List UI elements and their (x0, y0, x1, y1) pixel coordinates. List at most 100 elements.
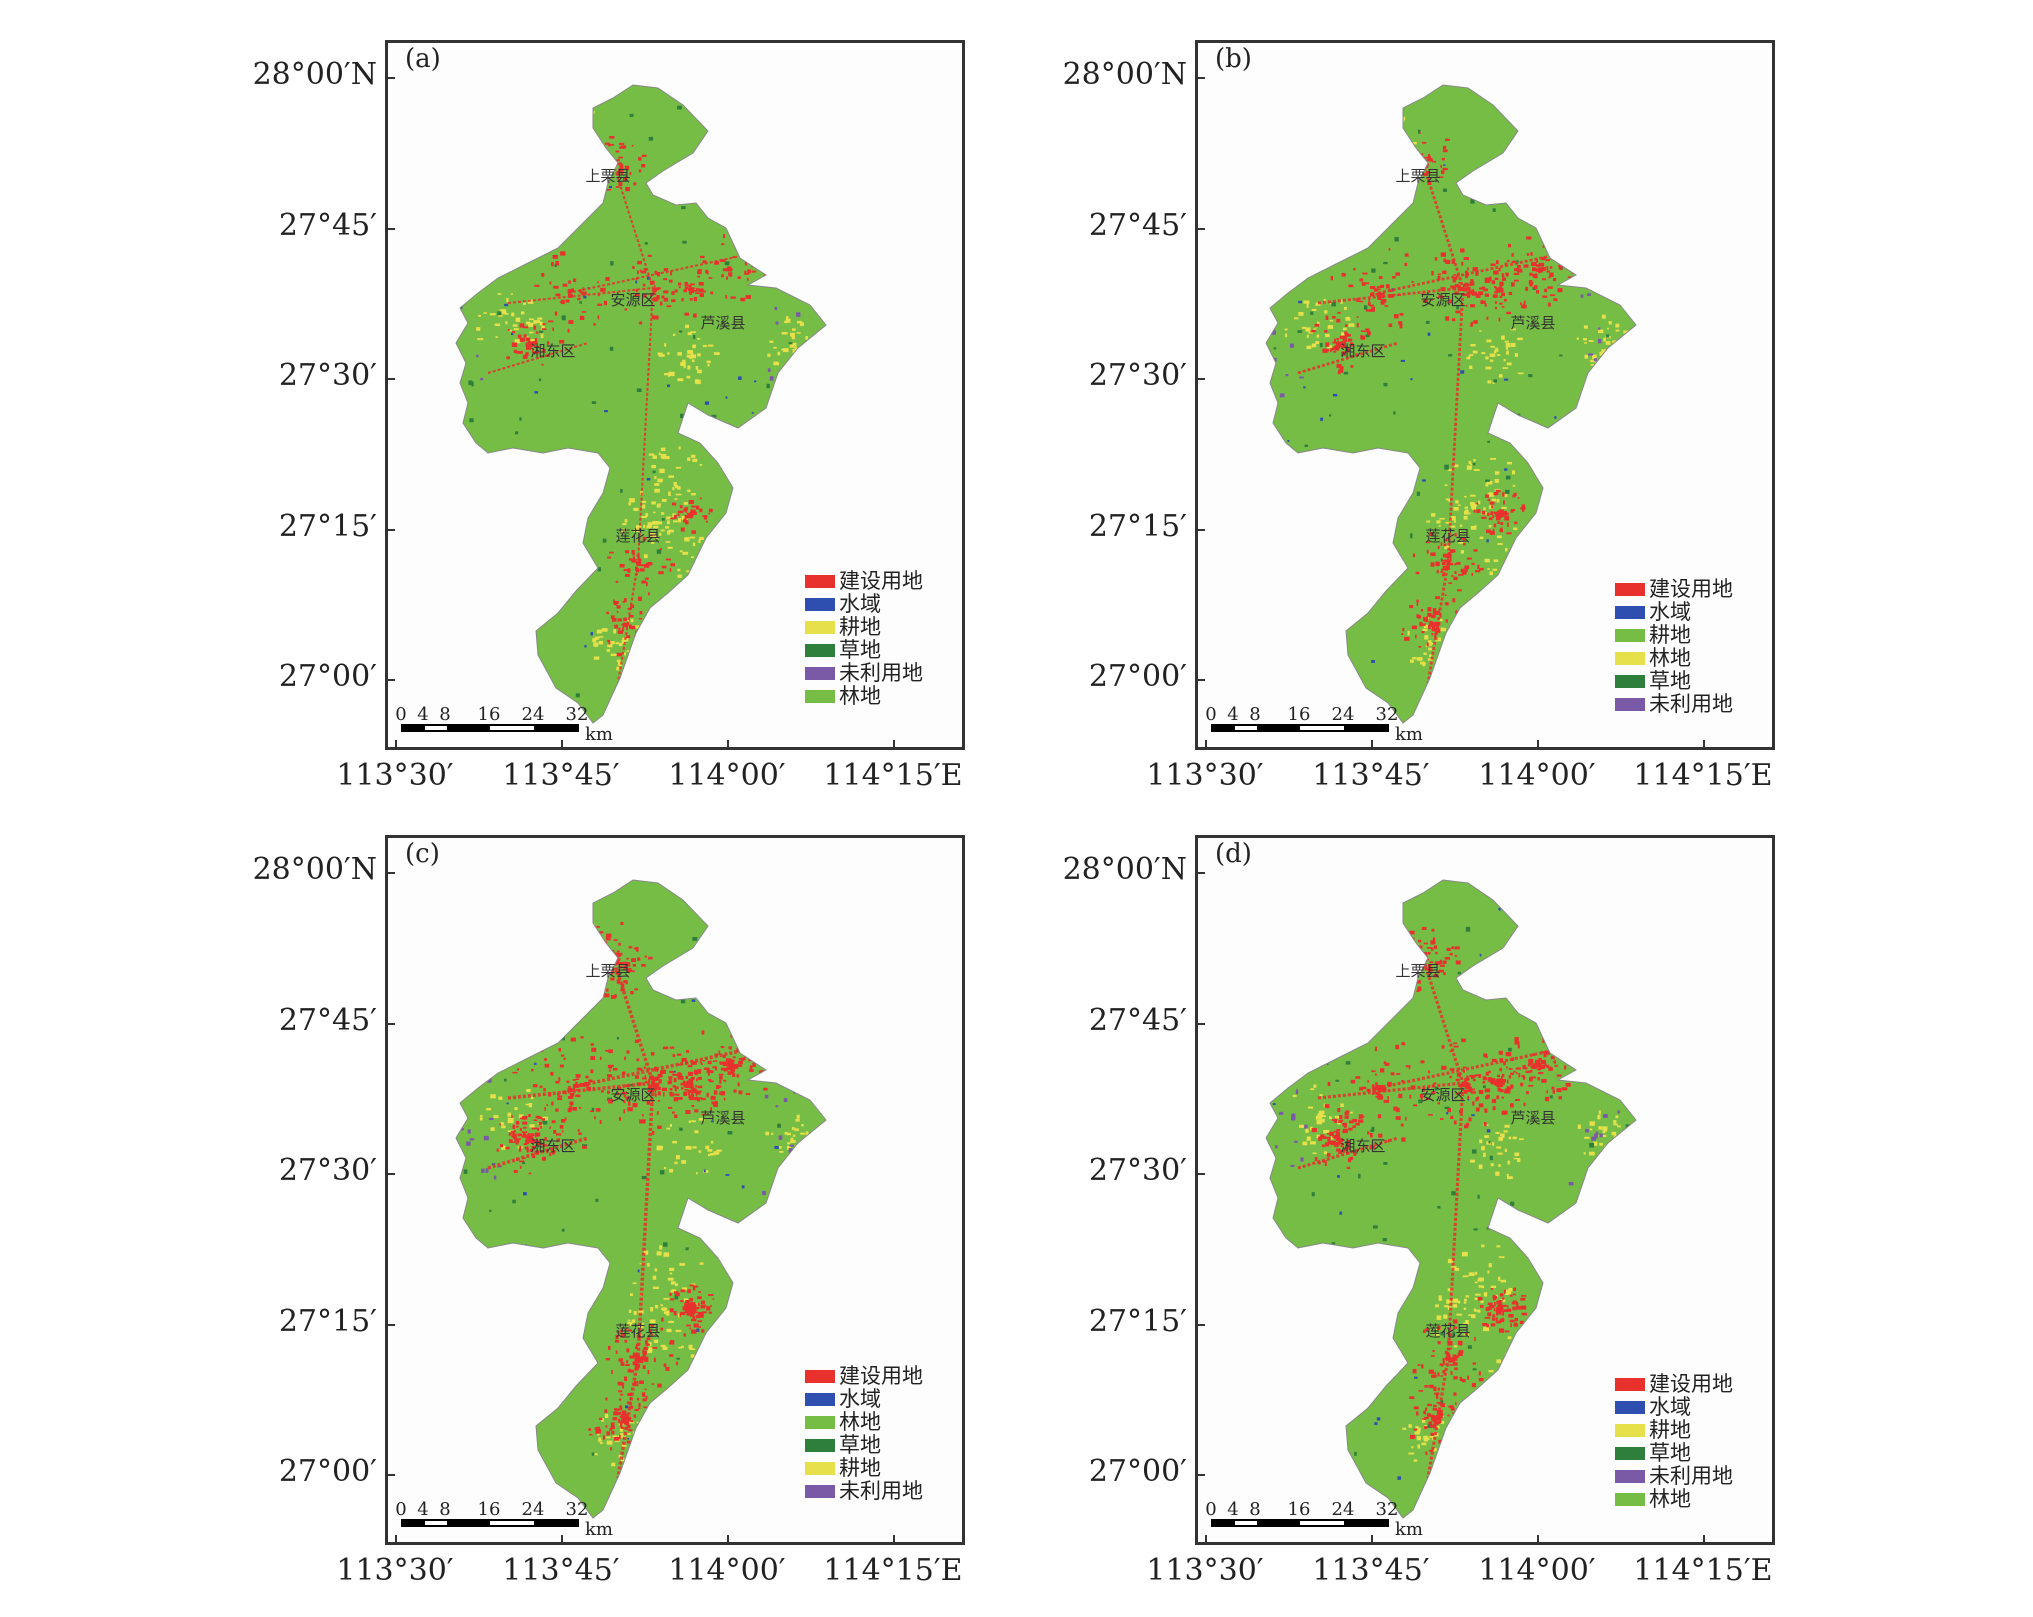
urban-patch (1590, 243, 1594, 247)
unused-patch (1271, 330, 1276, 335)
farmland-patch (1428, 643, 1432, 646)
farmland-patch (515, 317, 521, 322)
urban-patch (1365, 328, 1370, 333)
unused-patch (1290, 282, 1295, 285)
unused-patch (1605, 374, 1610, 379)
urban-patch (516, 1138, 520, 1143)
urban-patch (687, 1312, 691, 1315)
urban-patch (1437, 1387, 1440, 1391)
urban-patch (1435, 1414, 1440, 1418)
farmland-patch (686, 375, 691, 379)
urban-patch (637, 1356, 640, 1359)
urban-patch (745, 1093, 751, 1095)
farmland-patch (668, 529, 674, 533)
urban-patch (1439, 959, 1442, 965)
urban-patch (1511, 282, 1515, 287)
latitude-label: 27°45′ (1088, 1003, 1187, 1038)
urban-patch (677, 510, 684, 514)
urban-patch (575, 1074, 581, 1078)
farmland-patch (1474, 1297, 1480, 1301)
grass-patch (1510, 1201, 1515, 1206)
legend-swatch (1615, 698, 1645, 711)
urban-patch (1385, 284, 1390, 289)
grass-patch (512, 1259, 516, 1264)
farmland-patch (1623, 330, 1629, 334)
farmland-patch (1495, 1131, 1500, 1134)
urban-patch (1568, 1050, 1571, 1056)
urban-patch (617, 162, 623, 166)
urban-patch (1548, 247, 1550, 252)
legend-swatch (805, 667, 835, 680)
farmland-patch (1584, 1136, 1590, 1139)
farmland-patch (1505, 596, 1511, 599)
urban-patch (608, 954, 614, 959)
urban-patch (1532, 1053, 1535, 1056)
longitude-tick (1205, 740, 1207, 750)
farmland-patch (1429, 1436, 1434, 1438)
urban-patch (730, 1067, 735, 1071)
grass-patch (1473, 1401, 1478, 1405)
farmland-patch (562, 105, 569, 109)
urban-patch (699, 293, 704, 297)
urban-patch (1421, 623, 1426, 626)
urban-patch (676, 1361, 678, 1366)
farmland-patch (1500, 1279, 1506, 1283)
longitude-tick (1371, 1535, 1373, 1545)
urban-patch (1454, 291, 1459, 295)
urban-patch (1435, 951, 1438, 955)
urban-patch (644, 564, 650, 568)
farmland-patch (1447, 468, 1453, 471)
urban-patch (1499, 1293, 1504, 1297)
urban-patch (625, 1096, 631, 1100)
urban-patch (695, 1093, 698, 1097)
urban-patch (631, 958, 636, 962)
unused-patch (1568, 1041, 1574, 1046)
urban-patch (1395, 1044, 1400, 1050)
farmland-patch (541, 965, 544, 970)
grass-patch (1603, 1030, 1607, 1035)
farmland-patch (1498, 1136, 1504, 1141)
urban-patch (1445, 602, 1449, 606)
farmland-patch (727, 566, 730, 569)
water-patch (625, 1405, 629, 1409)
urban-patch (776, 1072, 781, 1076)
urban-patch (1445, 138, 1448, 141)
farmland-patch (692, 359, 695, 363)
urban-patch (661, 1317, 664, 1322)
urban-patch (1345, 348, 1351, 353)
urban-patch (678, 286, 681, 289)
water-patch (567, 455, 570, 458)
farmland-patch (653, 525, 659, 529)
urban-patch (1377, 1094, 1383, 1098)
urban-patch (748, 261, 754, 264)
farmland-patch (726, 564, 730, 568)
farmland-patch (552, 164, 559, 168)
urban-patch (1408, 147, 1412, 150)
farmland-patch (681, 1345, 684, 1348)
urban-patch (764, 253, 768, 258)
urban-patch (697, 1296, 702, 1300)
county-label: 湘东区 (1340, 1137, 1385, 1155)
urban-patch (519, 1165, 522, 1169)
urban-patch (573, 1083, 579, 1088)
urban-patch (666, 305, 672, 308)
legend-item: 未利用地 (1615, 1465, 1733, 1488)
urban-patch (568, 280, 571, 284)
farmland-patch (1303, 300, 1310, 304)
farmland-patch (1340, 299, 1343, 304)
urban-patch (1577, 255, 1580, 259)
urban-patch (515, 1125, 519, 1128)
urban-patch (638, 169, 642, 173)
farmland-patch (1488, 525, 1492, 528)
grass-patch (653, 178, 658, 183)
farmland-patch (698, 1150, 702, 1153)
unused-patch (787, 1067, 791, 1071)
urban-patch (575, 1094, 581, 1098)
farmland-patch (1444, 1305, 1449, 1308)
farmland-patch (525, 128, 529, 131)
farmland-patch (687, 457, 691, 461)
urban-patch (1447, 1108, 1451, 1113)
urban-patch (1510, 509, 1514, 513)
farmland-patch (1334, 1115, 1340, 1119)
urban-patch (1375, 1091, 1381, 1096)
